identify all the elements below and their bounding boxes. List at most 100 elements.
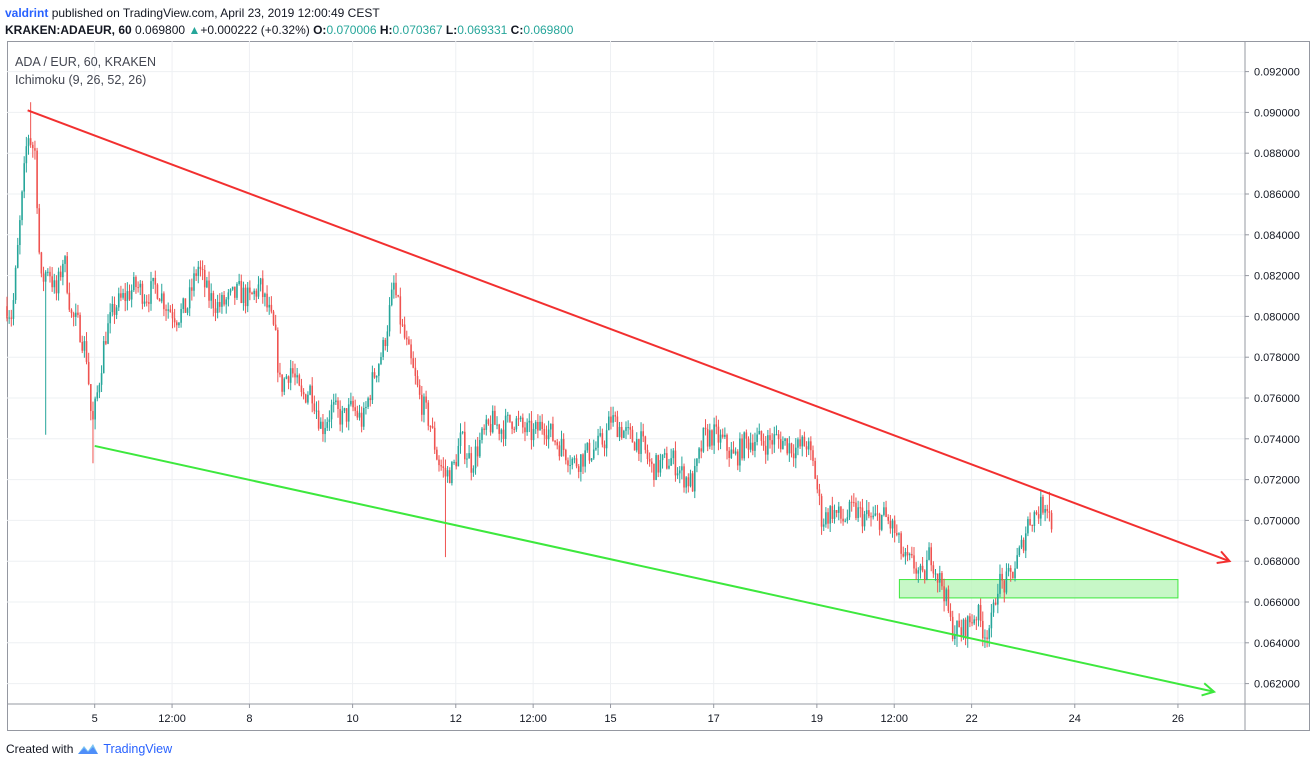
- candle-body: [616, 416, 619, 438]
- candle-body: [717, 426, 720, 443]
- candle-body: [592, 449, 595, 459]
- candle-body: [380, 357, 382, 365]
- candle-body: [599, 433, 602, 436]
- candle-body: [859, 507, 862, 509]
- candle-body: [661, 454, 664, 461]
- candle-body: [384, 339, 387, 347]
- candle-body: [741, 438, 743, 459]
- candle-body: [1014, 568, 1016, 579]
- candle-body: [494, 410, 496, 425]
- candle-body: [713, 424, 715, 446]
- candle-body: [693, 465, 696, 492]
- candle-body: [1029, 519, 1031, 525]
- axis-layer[interactable]: 0.092000 0.090000 0.088000 0.086000 0.084000…: [7, 41, 1310, 731]
- candle-body: [451, 462, 453, 484]
- candle-body: [438, 459, 440, 466]
- candle-body: [893, 520, 896, 533]
- y-tick-label: 0.064000: [1254, 638, 1300, 650]
- candle-body: [850, 501, 853, 503]
- price-change: +0.000222 (+0.32%): [200, 23, 310, 37]
- candle-body: [1037, 514, 1040, 519]
- candle-body: [743, 432, 746, 459]
- candle-body: [853, 502, 855, 504]
- candle-body: [38, 208, 41, 253]
- candle-body: [801, 436, 804, 447]
- candle-body: [277, 330, 279, 373]
- candle-body: [938, 573, 941, 583]
- candle-body: [552, 423, 554, 441]
- candle-body: [300, 385, 303, 393]
- candle-body: [670, 458, 672, 466]
- candle-body: [332, 402, 335, 405]
- candle-body: [64, 256, 66, 264]
- candle-body: [229, 289, 232, 293]
- candle-body: [887, 516, 890, 521]
- high-value: 0.070367: [392, 23, 443, 37]
- candle-body: [36, 150, 38, 209]
- candle-body: [307, 394, 309, 403]
- candle-body: [227, 292, 230, 300]
- candle-body: [255, 290, 258, 297]
- chart-frame[interactable]: [7, 41, 1310, 731]
- candle-body: [668, 465, 670, 469]
- trendline-layer[interactable]: [27, 109, 1232, 697]
- candle-body: [137, 287, 139, 289]
- candle-body: [40, 252, 43, 274]
- candle-body: [528, 420, 531, 423]
- candle-body: [842, 518, 844, 522]
- tradingview-brand-link[interactable]: TradingView: [103, 742, 173, 756]
- candle-body: [281, 374, 283, 392]
- candle-body: [648, 459, 651, 462]
- candle-body: [642, 431, 644, 437]
- candle-body: [479, 439, 481, 457]
- lower-trendline[interactable]: [94, 444, 1215, 693]
- candle-body: [936, 573, 939, 583]
- candle-body: [1035, 512, 1038, 515]
- candle-body: [500, 429, 503, 434]
- x-tick-label: 19: [811, 713, 823, 725]
- candle-body: [537, 422, 539, 431]
- candle-body: [455, 461, 458, 467]
- candle-body: [433, 427, 436, 450]
- candle-body: [1044, 508, 1046, 513]
- created-with-text: Created with: [6, 742, 74, 756]
- support-zone[interactable]: [898, 579, 1179, 599]
- ticker-symbol: KRAKEN:ADAEUR, 60: [5, 23, 132, 37]
- candle-body: [178, 322, 180, 326]
- candle-body: [105, 341, 107, 344]
- candle-body: [188, 287, 191, 309]
- candle-body: [773, 434, 776, 445]
- candle-body: [837, 506, 840, 513]
- candle-body: [565, 449, 567, 461]
- candle-body: [238, 280, 240, 284]
- candle-body: [21, 191, 23, 221]
- candle-body: [156, 284, 159, 299]
- y-tick-label: 0.066000: [1254, 597, 1300, 609]
- candle-body: [739, 438, 741, 466]
- candle-body: [659, 460, 662, 473]
- candle-body: [126, 291, 129, 302]
- candle-body: [891, 520, 894, 529]
- candle-body: [476, 446, 479, 457]
- candle-body: [706, 429, 709, 447]
- candle-body: [79, 314, 81, 342]
- candle-body: [12, 300, 15, 319]
- candle-body: [769, 435, 771, 441]
- candle-body: [1046, 508, 1049, 512]
- candle-body: [870, 516, 872, 518]
- candle-body: [457, 445, 460, 467]
- indicator-label[interactable]: Ichimoku (9, 26, 52, 26): [15, 73, 147, 87]
- candle-body: [6, 306, 8, 319]
- candle-body: [436, 449, 438, 460]
- upper-trendline[interactable]: [27, 109, 1230, 563]
- candle-body: [627, 427, 629, 429]
- candle-body: [756, 434, 758, 442]
- candle-body: [573, 458, 576, 460]
- author-link[interactable]: valdrint: [5, 6, 49, 20]
- candle-body: [369, 398, 372, 401]
- candle-body: [547, 429, 550, 440]
- candle-body: [728, 450, 730, 458]
- candle-body: [386, 331, 389, 347]
- candle-body: [485, 419, 488, 430]
